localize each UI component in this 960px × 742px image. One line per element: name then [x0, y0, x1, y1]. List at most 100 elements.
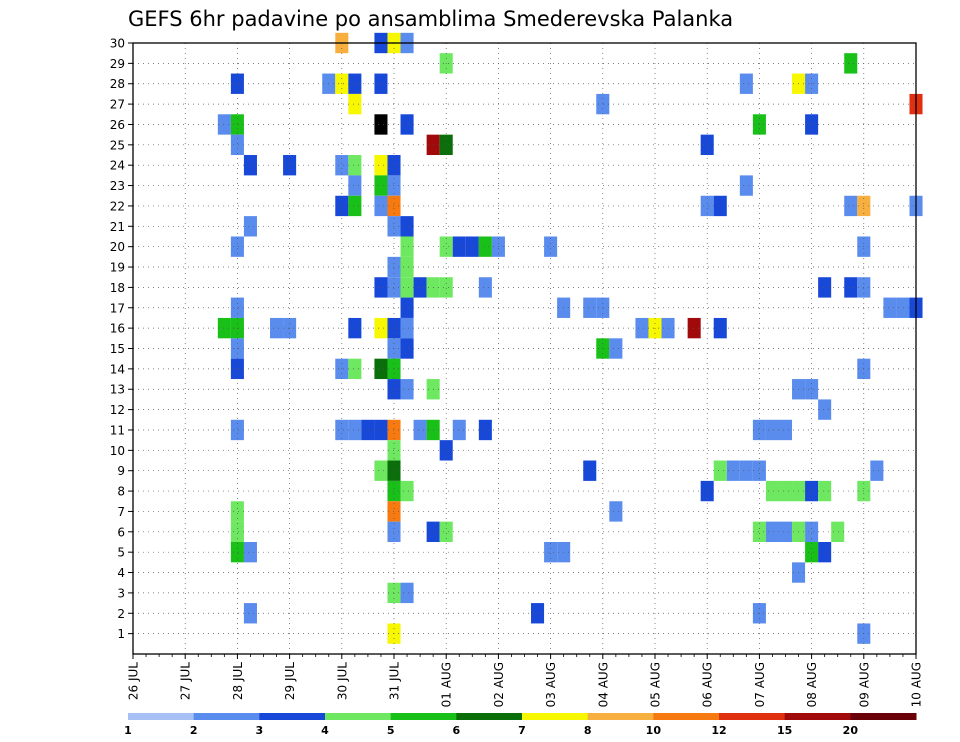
cell-x8-m6 [230, 521, 244, 542]
cell-x24-m18 [439, 277, 453, 298]
cell-x24-m25 [439, 134, 453, 156]
cell-x20-m21 [387, 216, 401, 237]
colorbar-label-10: 10 [646, 724, 662, 737]
cell-x8-m7 [230, 501, 244, 522]
cell-x17-m27 [348, 93, 362, 115]
y-tick-7: 7 [117, 505, 125, 519]
cell-x24-m20 [439, 236, 453, 257]
colorbar-label-2: 2 [190, 724, 198, 737]
cell-x27-m11 [478, 419, 492, 441]
cell-x21-m21 [400, 216, 414, 237]
chart-title: GEFS 6hr padavine po ansamblima Smederev… [128, 7, 733, 31]
x-tick-12: 07 AUG [753, 662, 767, 707]
y-tick-17: 17 [110, 301, 125, 315]
cell-x19-m22 [374, 195, 388, 217]
cell-x19-m28 [374, 73, 388, 94]
cell-x55-m22 [844, 195, 858, 217]
cell-x20-m9 [387, 460, 401, 481]
y-tick-22: 22 [110, 199, 125, 213]
cell-x17-m16 [348, 317, 362, 339]
cell-x19-m16 [374, 317, 388, 339]
cell-x19-m9 [374, 460, 388, 481]
cell-x55-m29 [844, 53, 858, 74]
cell-x22-m18 [413, 277, 427, 298]
y-tick-16: 16 [110, 322, 125, 336]
cell-x57-m9 [870, 460, 884, 481]
colorbar-bin-5 [456, 713, 523, 720]
cell-x50-m6 [778, 521, 793, 542]
y-tick-15: 15 [110, 342, 125, 356]
cell-x21-m17 [400, 297, 414, 318]
cell-x53-m8 [818, 480, 832, 502]
cell-x8-m11 [230, 419, 244, 441]
colorbar-bin-3 [325, 713, 392, 720]
colorbar-bin-4 [390, 713, 457, 720]
colorbar-label-1: 1 [124, 724, 132, 737]
cell-x12-m24 [283, 155, 297, 176]
cell-x52-m26 [805, 114, 819, 135]
cell-x17-m14 [348, 358, 362, 380]
cell-x53-m12 [818, 399, 832, 420]
y-tick-28: 28 [110, 77, 125, 91]
cell-x19-m11 [374, 419, 388, 441]
y-tick-23: 23 [110, 179, 125, 193]
cell-x21-m8 [400, 480, 414, 502]
y-tick-6: 6 [117, 525, 125, 539]
cell-x20-m10 [387, 440, 401, 461]
cell-x21-m26 [400, 114, 414, 135]
cell-x48-m11 [752, 419, 766, 441]
cell-x35-m17 [583, 297, 597, 318]
colorbar-bin-2 [259, 713, 326, 720]
cell-x8-m17 [230, 297, 244, 318]
cell-x39-m16 [635, 317, 649, 339]
colorbar-label-8: 8 [584, 724, 592, 737]
cell-x27-m20 [478, 236, 492, 257]
colorbar-label-15: 15 [777, 724, 792, 737]
cell-x45-m16 [713, 317, 727, 339]
cell-x44-m22 [700, 195, 714, 217]
cell-x18-m11 [361, 419, 375, 441]
x-axis: 26 JUL 27 JUL 28 JUL 29 JUL 30 JUL 31 JUL 01 A… [127, 654, 924, 707]
x-tick-15: 10 AUG [910, 662, 924, 707]
colorbar-bin-0 [128, 713, 195, 720]
cell-x35-m9 [583, 460, 597, 481]
cell-x36-m27 [596, 93, 610, 115]
cell-x16-m24 [335, 155, 349, 176]
cell-x27-m18 [478, 277, 492, 298]
cell-x20-m19 [387, 256, 401, 278]
y-tick-20: 20 [110, 240, 125, 254]
colorbar-bin-10 [784, 713, 851, 720]
x-tick-11: 06 AUG [701, 662, 715, 707]
cell-x59-m17 [896, 297, 910, 318]
x-tick-6: 01 AUG [440, 662, 454, 707]
grid-lines [133, 42, 916, 654]
y-tick-4: 4 [117, 566, 125, 580]
cell-x32-m5 [544, 541, 558, 563]
cell-x25-m11 [452, 419, 466, 441]
cell-x37-m15 [609, 338, 623, 359]
cell-x7-m16 [217, 317, 231, 339]
cell-x8-m26 [230, 114, 244, 135]
y-tick-21: 21 [110, 220, 125, 234]
cell-x48-m6 [752, 521, 766, 542]
y-tick-1: 1 [117, 627, 125, 641]
colorbar-label-7: 7 [518, 724, 526, 737]
colorbar-bin-9 [719, 713, 786, 720]
cell-x24-m6 [439, 521, 453, 542]
cell-x22-m11 [413, 419, 427, 441]
cell-x17-m22 [348, 195, 362, 217]
y-axis: 1234567891011121314151617181920212223242… [110, 37, 133, 641]
x-tick-7: 02 AUG [492, 662, 506, 707]
cell-x19-m23 [374, 175, 388, 196]
cell-x44-m8 [700, 480, 714, 502]
cell-x24-m10 [439, 440, 453, 461]
cell-x49-m6 [765, 521, 779, 542]
cell-x11-m16 [270, 317, 284, 339]
colorbar-label-20: 20 [843, 724, 859, 737]
y-tick-11: 11 [110, 423, 125, 437]
cell-x25-m20 [452, 236, 466, 257]
cell-x20-m13 [387, 379, 401, 400]
cell-x45-m9 [713, 460, 727, 481]
cell-x52-m5 [805, 541, 819, 563]
cell-x17-m23 [348, 175, 362, 196]
